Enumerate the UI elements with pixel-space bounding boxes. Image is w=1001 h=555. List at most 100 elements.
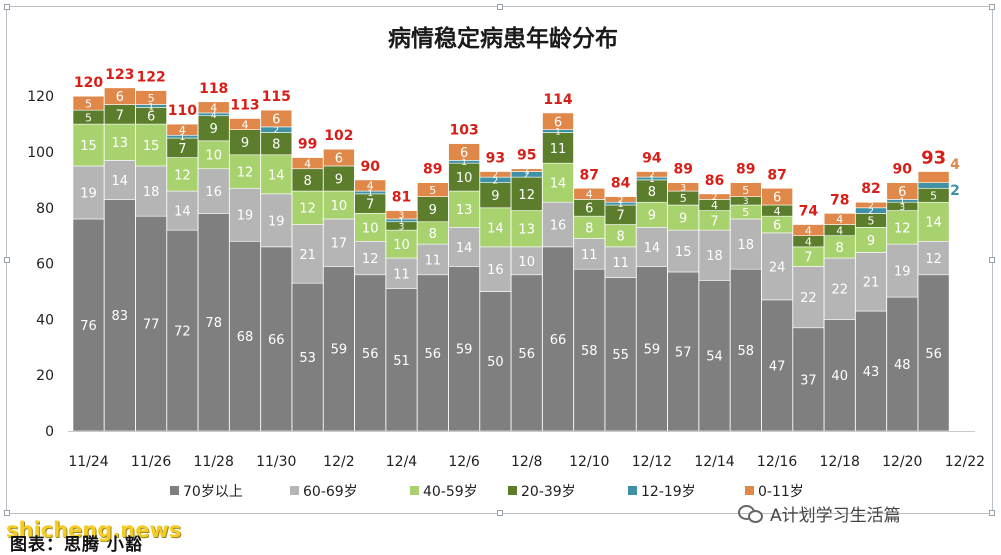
bar-segment [197,115,230,142]
segment-label: 5 [85,97,92,110]
segment-label: 2 [868,201,874,211]
bar-segment [761,232,793,301]
resize-handle-tl[interactable] [4,4,10,10]
segment-label: 6 [898,185,906,200]
segment-label: 55 [612,348,629,363]
bar-segment [604,246,637,278]
segment-label: 66 [550,333,567,348]
bar-segment [917,171,950,183]
bar-segment [323,190,355,220]
segment-label: 2 [712,193,718,203]
x-tick-label: 12/6 [448,454,480,470]
segment-label: 15 [675,245,692,260]
total-label: 74 [799,204,819,220]
bar-segment [573,187,606,200]
bar-segment [135,215,167,432]
bar-segment [636,171,668,178]
resize-handle-bc[interactable] [497,510,503,516]
bar-segment [917,201,950,242]
segment-label: 6 [585,202,593,217]
bar-segment [855,252,887,312]
segment-label: 15 [80,139,97,154]
segment-label: 9 [241,136,249,151]
bar-segment [197,213,230,432]
legend-label: 20-39岁 [521,484,576,500]
bar-segment [855,310,887,432]
segment-label: 4 [179,124,186,137]
total-label: 118 [199,81,228,97]
segment-label: 9 [210,122,218,137]
y-tick-label: 60 [36,257,54,273]
resize-handle-br[interactable] [989,510,995,516]
segment-label: 12 [925,252,942,267]
legend-item: 70岁以上 [170,484,243,500]
segment-label: 7 [116,108,124,123]
segment-label: 9 [679,212,687,227]
legend: 70岁以上 60-69岁 40-59岁 20-39岁 12-19岁 0-11岁 [170,484,804,500]
bar-segment [542,112,574,130]
segment-label: 17 [331,237,348,252]
legend-swatch [628,486,637,495]
watermark-text: shicheng.news [6,518,182,542]
segment-label: 11 [550,142,567,157]
segment-label: 4 [711,199,718,212]
bar-segment [855,227,887,253]
bar-segment [542,162,574,203]
total-label: 87 [767,167,786,183]
segment-label: 13 [456,203,473,218]
total-label: 84 [611,176,631,192]
segment-label: 2 [618,196,624,206]
segment-label: 37 [800,373,817,388]
segment-label: 51 [393,354,410,369]
bar-segment [197,101,230,114]
total-label: 103 [449,123,478,139]
bar-segment [291,224,324,284]
segment-label: 43 [863,365,880,380]
legend-item: 40-59岁 [410,484,478,500]
total-label: 102 [324,128,353,144]
bar-segment [166,229,199,432]
legend-swatch [508,486,517,495]
segment-label: 6 [335,152,343,167]
segment-label: 15 [143,139,160,154]
resize-handle-mr[interactable] [989,257,995,263]
bar-segment [354,240,387,276]
legend-swatch [410,486,419,495]
segment-label: 8 [303,174,311,189]
segment-label: 6 [116,90,124,105]
segment-label: 2 [524,171,530,181]
resize-handle-ml[interactable] [4,257,10,263]
segment-label: 1 [148,102,154,112]
segment-label: 1 [618,200,624,210]
total-label: 82 [861,181,880,197]
resize-handle-bl[interactable] [4,510,10,516]
resize-handle-tr[interactable] [989,4,995,10]
bar-segment [135,90,167,105]
segment-label: 1 [367,189,373,199]
segment-label: 9 [867,234,875,249]
total-label: 122 [136,70,165,86]
bar-segment [479,246,512,292]
segment-label: 1 [555,127,561,137]
segment-label: 7 [616,209,624,224]
bar-segment [667,204,700,231]
segment-label: 19 [894,265,911,280]
segment-label: 2 [649,171,655,181]
segment-label: 58 [738,344,755,359]
segment-label: 21 [299,248,316,263]
segment-label: 18 [706,249,723,264]
segment-label: 11 [581,248,598,263]
x-tick-label: 12/8 [511,454,542,470]
bar-segment [448,190,480,228]
segment-label: 14 [268,168,285,183]
x-tick-label: 12/20 [882,454,922,470]
legend-swatch [745,486,754,495]
segment-label: 56 [925,347,942,362]
resize-handle-tc[interactable] [497,4,503,10]
segment-label: 21 [863,276,880,291]
bar-segment [886,210,919,245]
segment-label: 40 [831,369,848,384]
segment-label: 7 [178,142,186,157]
